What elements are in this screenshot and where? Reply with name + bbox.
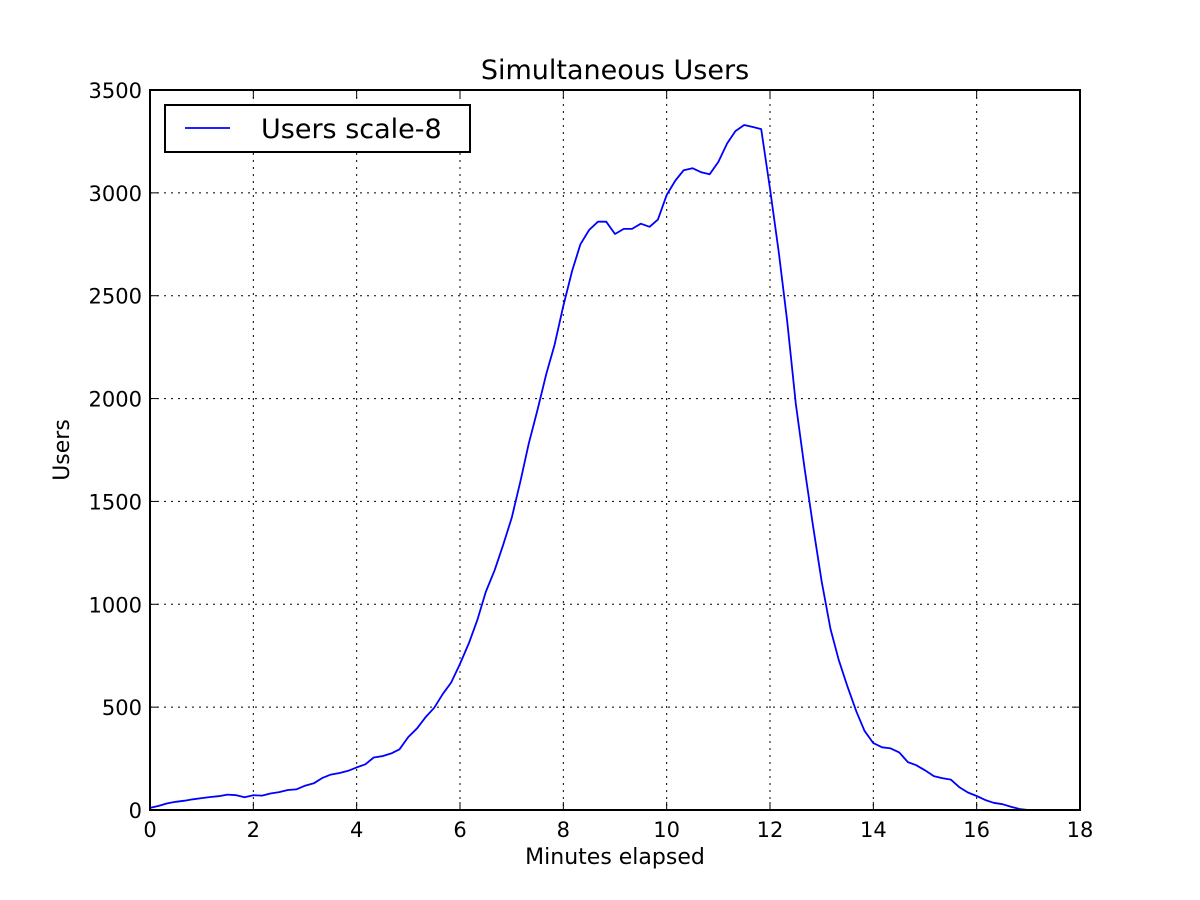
x-tick-label: 6 <box>453 818 466 842</box>
legend-box <box>164 104 471 153</box>
legend-label: Users scale-8 <box>261 114 442 145</box>
x-tick-label: 4 <box>350 818 363 842</box>
y-tick-label: 1500 <box>89 490 142 514</box>
ticks: 0 2 4 6 8 10 12 14 16 18 0 500 1000 1500 2000 2500 3000 3… <box>89 79 1094 842</box>
grid <box>150 90 1080 810</box>
y-tick-label: 2500 <box>89 285 142 309</box>
legend: Users scale-8 <box>164 104 471 153</box>
axes <box>149 89 1081 811</box>
x-tick-label: 18 <box>1067 818 1094 842</box>
x-tick-label: 14 <box>860 818 887 842</box>
chart-title: Simultaneous Users <box>481 55 749 86</box>
y-axis-label: Users <box>50 419 75 481</box>
x-tick-label: 10 <box>653 818 680 842</box>
y-tick-label: 3500 <box>89 79 142 103</box>
series-layer <box>149 124 1034 811</box>
series-line <box>149 124 1034 811</box>
y-tick-label: 0 <box>129 799 142 823</box>
x-tick-label: 16 <box>963 818 990 842</box>
x-tick-label: 0 <box>143 818 156 842</box>
y-tick-label: 1000 <box>89 593 142 617</box>
y-tick-label: 500 <box>102 696 142 720</box>
x-tick-label: 2 <box>247 818 260 842</box>
y-tick-label: 2000 <box>89 388 142 412</box>
x-axis-label: Minutes elapsed <box>525 845 705 870</box>
x-tick-label: 12 <box>757 818 784 842</box>
x-tick-label: 8 <box>557 818 570 842</box>
plot-frame <box>149 89 1081 811</box>
y-tick-label: 3000 <box>89 182 142 206</box>
